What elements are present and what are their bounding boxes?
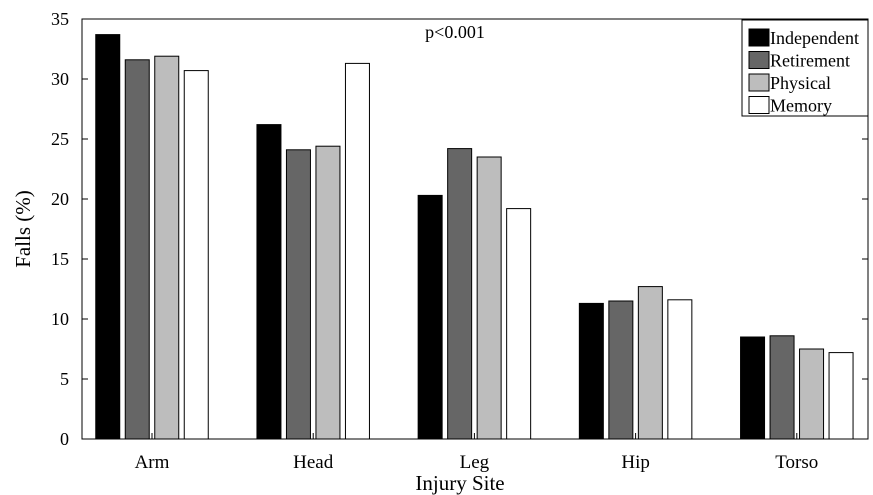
bar-torso-memory [828, 352, 854, 440]
bar-leg-independent [417, 194, 443, 440]
bar-hip-retirement [608, 300, 634, 440]
significance-annotation: p<0.001 [425, 22, 485, 42]
legend-label: Retirement [770, 51, 850, 71]
bar-hip-physical [637, 286, 663, 440]
y-axis-label: Falls (%) [11, 190, 35, 268]
bar-arm-memory [183, 70, 209, 440]
y-tick-label: 25 [51, 129, 69, 149]
y-tick-label: 15 [51, 249, 69, 269]
axes: 0 5 10 15 20 25 30 35 Arm Head Leg Hip Torso [51, 9, 869, 473]
bar-arm-physical [154, 55, 180, 440]
x-tick-label: Head [293, 452, 334, 473]
bar-group [95, 34, 854, 440]
bar-head-independent [256, 124, 282, 440]
bar-leg-physical [476, 156, 502, 440]
y-tick-label: 10 [51, 309, 69, 329]
plot-frame [81, 18, 869, 440]
bar-head-physical [315, 145, 341, 440]
legend-swatch [748, 96, 770, 114]
bar-torso-physical [799, 348, 825, 440]
bar-hip-memory [667, 299, 693, 440]
bar-arm-independent [95, 34, 121, 440]
bar-hip-independent [578, 302, 604, 440]
legend-label: Physical [770, 73, 831, 93]
x-tick-label: Arm [135, 452, 170, 473]
bar-torso-independent [740, 336, 766, 440]
x-tick-label: Leg [460, 452, 490, 473]
x-tick-label: Torso [775, 452, 818, 473]
bar-torso-retirement [769, 335, 795, 440]
bar-leg-retirement [447, 148, 473, 440]
legend-label: Independent [770, 28, 859, 48]
legend-swatch [748, 73, 770, 92]
legend-label: Memory [770, 96, 832, 116]
y-tick-label: 5 [60, 369, 69, 389]
bar-head-retirement [285, 149, 311, 440]
y-tick-label: 0 [60, 429, 69, 449]
y-tick-label: 20 [51, 189, 69, 209]
bar-head-memory [344, 62, 370, 440]
x-axis-label: Injury Site [415, 471, 504, 495]
legend-swatch [748, 28, 770, 47]
bar-leg-memory [506, 208, 532, 440]
y-tick-label: 35 [51, 9, 69, 29]
x-tick-label: Hip [621, 452, 650, 473]
y-tick-label: 30 [51, 69, 69, 89]
legend-swatch [748, 51, 770, 69]
bar-arm-retirement [124, 59, 150, 440]
